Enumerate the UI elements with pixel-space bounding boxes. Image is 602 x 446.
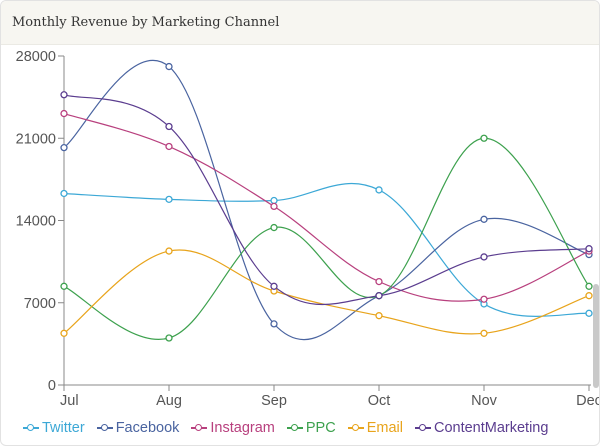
series-line-instagram (63, 113, 590, 302)
data-point-email[interactable] (480, 329, 488, 337)
legend-item-email[interactable]: Email (347, 420, 403, 436)
legend-label: Facebook (115, 420, 180, 436)
data-point-ppc[interactable] (60, 282, 68, 290)
x-tick-label: Aug (156, 393, 182, 409)
legend-item-contentmarketing[interactable]: ContentMarketing (414, 420, 549, 436)
data-point-contentmarketing[interactable] (480, 253, 488, 261)
data-point-instagram[interactable] (165, 142, 173, 151)
series-line-contentmarketing (63, 94, 590, 306)
legend-item-twitter[interactable]: Twitter (23, 420, 85, 436)
data-point-ppc[interactable] (585, 282, 593, 290)
data-point-contentmarketing[interactable] (375, 292, 383, 300)
legend-label: PPC (305, 420, 336, 436)
data-point-ppc[interactable] (165, 334, 173, 342)
x-tick-label: Sep (261, 393, 287, 409)
series-line-facebook (63, 59, 590, 341)
series-lines (63, 59, 590, 341)
legend-label: Email (366, 420, 403, 436)
data-point-instagram[interactable] (480, 295, 488, 303)
x-tick-label: Jul (60, 393, 79, 409)
legend-item-ppc[interactable]: PPC (286, 420, 336, 436)
data-point-twitter[interactable] (375, 186, 383, 194)
data-point-twitter[interactable] (165, 195, 173, 204)
data-point-instagram[interactable] (375, 277, 383, 286)
y-tick-label: 28000 (16, 49, 56, 65)
legend-swatch-icon (23, 423, 39, 433)
y-tick-label: 21000 (16, 131, 56, 147)
data-point-contentmarketing[interactable] (165, 122, 173, 131)
chart-legend: Twitter Facebook Instagram PPC Email ContentM… (23, 417, 560, 439)
legend-swatch-icon (347, 423, 364, 433)
data-point-instagram[interactable] (270, 202, 278, 211)
data-point-facebook[interactable] (480, 215, 488, 223)
series-points (60, 62, 593, 342)
chart-title: Monthly Revenue by Marketing Channel (12, 15, 280, 30)
data-point-email[interactable] (585, 292, 593, 300)
data-point-email[interactable] (165, 247, 173, 255)
legend-label: Twitter (42, 420, 85, 436)
data-point-twitter[interactable] (270, 196, 278, 205)
data-point-twitter[interactable] (585, 309, 593, 317)
series-line-email (63, 249, 590, 335)
x-tick-label: Nov (471, 393, 498, 409)
data-point-facebook[interactable] (270, 320, 278, 328)
y-tick-label: 14000 (16, 214, 56, 230)
series-line-twitter (63, 182, 590, 318)
legend-label: ContentMarketing (433, 420, 549, 436)
y-tick-label: 7000 (24, 296, 56, 312)
legend-item-facebook[interactable]: Facebook (96, 420, 180, 436)
legend-label: Instagram (210, 420, 275, 436)
legend-item-instagram[interactable]: Instagram (191, 420, 275, 436)
data-point-ppc[interactable] (270, 223, 278, 232)
data-point-twitter[interactable] (60, 189, 68, 198)
y-tick-label: 0 (48, 378, 56, 394)
x-tick-label: Dec (576, 393, 600, 409)
vertical-scrollbar[interactable] (593, 284, 599, 388)
legend-swatch-icon (96, 423, 113, 433)
data-point-email[interactable] (375, 312, 383, 320)
chart-header: Monthly Revenue by Marketing Channel (1, 1, 599, 45)
legend-swatch-icon (414, 423, 431, 433)
series-line-ppc (63, 137, 590, 340)
data-point-ppc[interactable] (480, 134, 488, 142)
x-tick-label: Oct (368, 393, 391, 409)
legend-swatch-icon (191, 423, 208, 433)
data-point-contentmarketing[interactable] (270, 282, 278, 290)
data-point-contentmarketing[interactable] (585, 245, 593, 253)
data-point-facebook[interactable] (60, 143, 68, 152)
data-point-contentmarketing[interactable] (60, 91, 68, 99)
chart-axes: 0 7000 14000 21000 28000 Jul Aug Sep Oct Nov Dec (16, 49, 600, 409)
data-point-instagram[interactable] (60, 109, 68, 118)
data-point-facebook[interactable] (165, 62, 173, 71)
data-point-email[interactable] (60, 329, 68, 337)
legend-swatch-icon (286, 423, 303, 433)
